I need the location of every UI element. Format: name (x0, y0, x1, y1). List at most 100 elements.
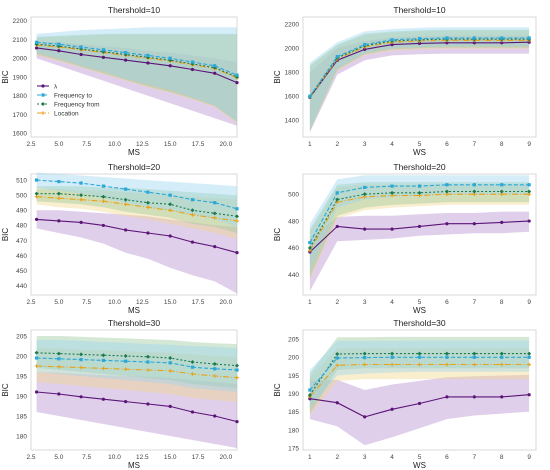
line-lambda (36, 391, 238, 423)
point-freq_from (417, 351, 422, 356)
y-tick-label: 510 (16, 177, 27, 184)
x-axis-label: WS (413, 461, 426, 470)
x-tick-label: 15.0 (164, 141, 177, 148)
point-lambda (34, 217, 39, 221)
point-lambda (213, 71, 217, 75)
point-freq_to (445, 36, 449, 40)
band-freq_from (36, 186, 237, 233)
x-tick-label: 6 (445, 299, 449, 306)
panel-title: Thershold=20 (108, 162, 160, 172)
y-tick-label: 205 (16, 333, 27, 340)
point-location (168, 208, 172, 213)
y-tick-label: 440 (288, 272, 299, 279)
point-freq_to (472, 355, 476, 359)
y-axis-label: BIC (273, 228, 282, 242)
panel-ms-threshold-30: 2.5 5.0 7.5 10.0 12.5 15.0 17.5 20.0 180 185 190 19… (1, 318, 239, 470)
line-freq_from (309, 190, 530, 249)
y-tick-label: 450 (16, 268, 27, 275)
point-lambda (445, 41, 449, 45)
point-lambda (527, 40, 531, 44)
point-freq_from (79, 352, 84, 357)
band-freq_to (309, 27, 530, 130)
point-freq_from (123, 197, 128, 202)
line-lambda (36, 218, 238, 254)
legend: λ Frequency to Frequency from Location (37, 83, 100, 117)
point-lambda (190, 410, 195, 414)
point-location (417, 362, 422, 367)
band-lambda (309, 374, 530, 446)
legend-label-location: Location (54, 110, 79, 117)
point-freq_to (417, 355, 422, 359)
panel-ws-threshold-10: 1 2 3 4 5 6 7 8 9 1400 1600 1800 2000 2200 Thershold=1… (273, 5, 537, 157)
x-tick-label: 2.5 (26, 299, 35, 306)
legend-marker-location (41, 111, 45, 115)
panel-ms-threshold-10: 2.5 5.0 7.5 10.0 12.5 15.0 17.5 20.0 1600 1700 180… (1, 5, 239, 157)
panel-title: Thershold=30 (108, 318, 160, 328)
point-lambda (168, 64, 172, 68)
y-axis-label: BIC (1, 228, 10, 242)
point-freq_to (34, 356, 39, 360)
point-freq_from (145, 200, 150, 205)
x-tick-label: 12.5 (136, 299, 149, 306)
point-freq_from (123, 354, 128, 358)
y-tick-label: 195 (288, 373, 299, 380)
point-location (499, 362, 504, 367)
point-location (235, 219, 239, 223)
y-tick-label: 500 (288, 191, 299, 198)
point-location (146, 205, 150, 210)
point-lambda (235, 251, 239, 255)
point-location (168, 369, 172, 373)
point-freq_to (168, 193, 172, 197)
point-freq_to (190, 198, 195, 202)
band-location (36, 348, 237, 402)
point-location (146, 368, 150, 372)
point-freq_from (499, 189, 504, 194)
x-tick-label: 1 (308, 299, 312, 306)
point-freq_to (168, 56, 172, 60)
point-freq_to (417, 37, 422, 41)
y-tick-label: 180 (16, 433, 27, 440)
point-freq_to (213, 201, 217, 205)
band-freq_to (36, 27, 237, 122)
point-freq_to (335, 55, 339, 59)
point-freq_from (190, 360, 195, 364)
legend-item-location: Location (37, 110, 79, 117)
y-tick-label: 205 (288, 336, 299, 343)
y-tick-label: 490 (16, 208, 27, 215)
legend-item-lambda: λ (37, 83, 58, 90)
point-freq_from (212, 362, 217, 366)
point-freq_from (79, 193, 84, 198)
point-freq_to (308, 240, 312, 245)
x-tick-label: 17.5 (192, 454, 205, 461)
point-freq_to (34, 178, 39, 182)
point-freq_from (444, 189, 449, 194)
x-axis-label: MS (128, 306, 140, 315)
point-lambda (363, 47, 367, 52)
y-tick-label: 180 (288, 427, 299, 434)
x-tick-label: 8 (500, 141, 504, 148)
y-tick-label: 1900 (13, 74, 28, 81)
y-tick-label: 2000 (13, 56, 28, 63)
point-freq_to (124, 359, 128, 363)
x-tick-label: 1 (308, 141, 312, 148)
x-tick-label: 5 (418, 299, 422, 306)
point-freq_from (362, 192, 367, 197)
point-lambda (101, 223, 105, 228)
line-freq_to (36, 357, 238, 371)
band-freq_from (36, 336, 237, 388)
point-freq_from (307, 245, 312, 250)
point-lambda (527, 219, 531, 223)
point-lambda (417, 401, 422, 406)
point-freq_to (335, 191, 339, 195)
y-tick-label: 2200 (13, 18, 28, 25)
point-lambda (124, 228, 128, 232)
x-tick-label: 12.5 (136, 454, 149, 461)
panel-ws-threshold-20: 1 2 3 4 5 6 7 8 9 440 460 480 500 Thershold=20 WS BIC (273, 162, 537, 315)
point-freq_to (34, 40, 39, 44)
y-tick-label: 460 (16, 253, 27, 260)
y-tick-label: 200 (288, 355, 299, 362)
line-freq_to (36, 179, 238, 210)
point-location (335, 363, 340, 368)
point-freq_to (57, 42, 61, 46)
